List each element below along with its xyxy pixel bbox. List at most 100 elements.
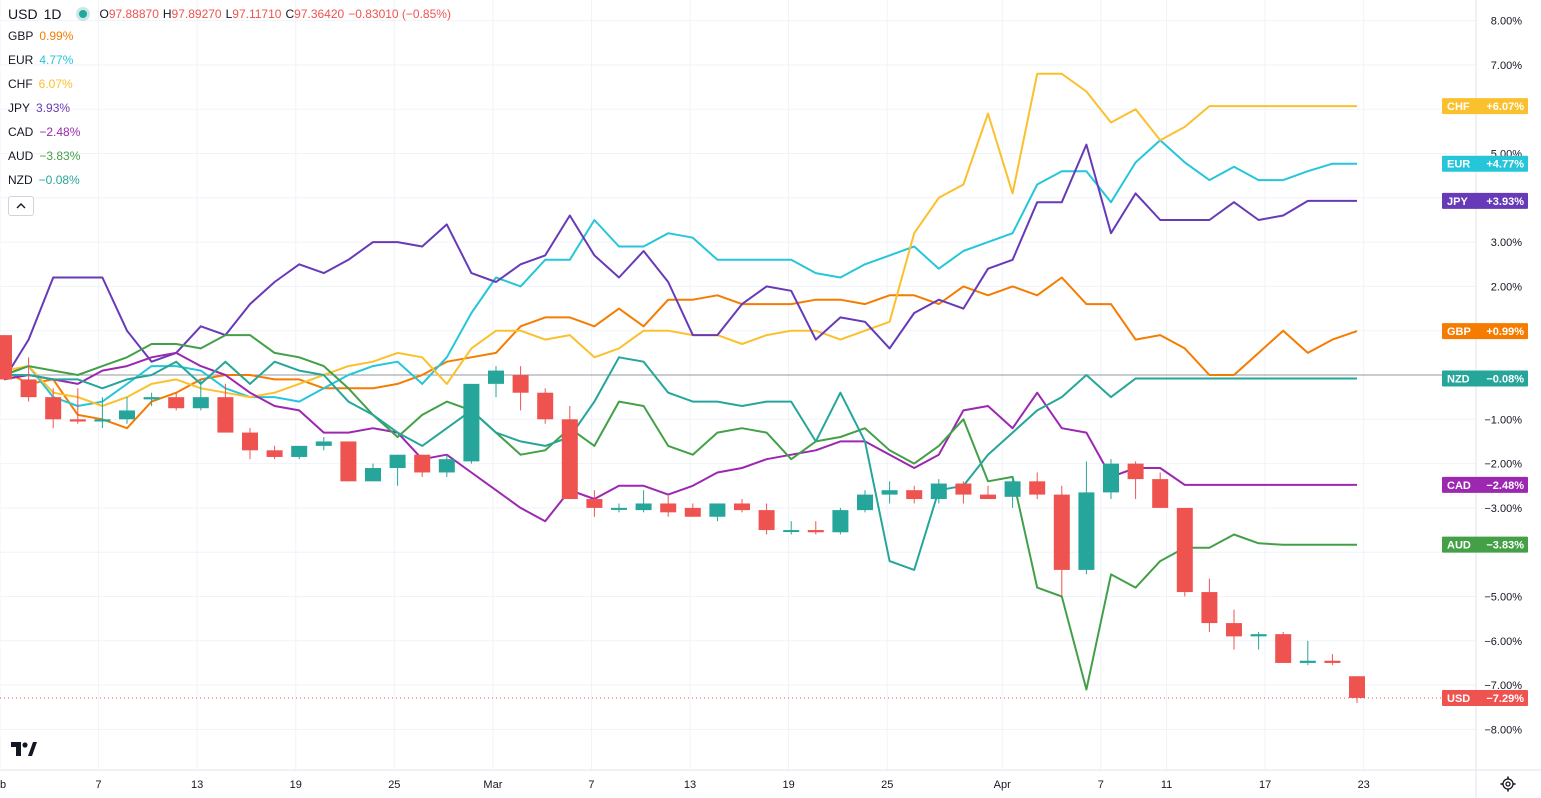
candle-body — [1053, 494, 1070, 570]
legend-item-chf[interactable]: CHF 6.07% — [8, 72, 455, 96]
candle-body — [0, 335, 12, 380]
x-tick-label: 7 — [96, 779, 102, 791]
y-tick-label: 8.00% — [1491, 16, 1522, 28]
legend-item-aud[interactable]: AUD −3.83% — [8, 144, 455, 168]
tag-background — [1442, 476, 1528, 493]
candle-body — [242, 432, 258, 451]
candle-body — [94, 419, 111, 422]
candle — [1349, 676, 1365, 703]
symbol-name[interactable]: USD — [8, 6, 38, 22]
time-axis[interactable]: eb 7 13 19 25 Mar 7 13 19 25 Apr 7 11 17 23 — [0, 779, 1370, 791]
tag-value: −7.29% — [1486, 693, 1524, 705]
tag-aud: AUD −3.83% — [1442, 536, 1528, 553]
candle — [45, 388, 62, 429]
tag-gbp: GBP +0.99% — [1442, 323, 1528, 340]
gear-icon[interactable] — [1500, 776, 1516, 792]
x-tick-label: 25 — [881, 779, 893, 791]
candle-body — [291, 445, 308, 457]
candle-body — [1152, 479, 1169, 508]
candle — [488, 366, 504, 398]
x-tick-label: 7 — [1098, 779, 1104, 791]
candle — [832, 507, 849, 535]
tag-symbol: NZD — [1447, 374, 1470, 386]
tag-eur: EUR +4.77% — [1442, 155, 1528, 172]
candle — [1004, 476, 1021, 508]
legend-symbol: CHF — [8, 77, 33, 91]
y-tick-label: 3.00% — [1491, 237, 1522, 249]
candle — [758, 503, 775, 535]
tag-jpy: JPY +3.93% — [1442, 192, 1528, 209]
ohlc-key: L — [225, 7, 233, 21]
tag-value: −3.83% — [1486, 540, 1524, 552]
candle-body — [217, 397, 234, 433]
candle-body — [1226, 623, 1242, 637]
tag-background — [1442, 536, 1528, 553]
legend-value: 3.93% — [36, 101, 71, 115]
x-tick-label: 7 — [588, 779, 594, 791]
y-tick-label: 2.00% — [1491, 281, 1522, 293]
tag-chf: CHF +6.07% — [1442, 98, 1528, 115]
candle-body — [438, 459, 455, 473]
candle — [537, 388, 554, 424]
tag-symbol: GBP — [1447, 326, 1471, 338]
candle-body — [1349, 676, 1365, 698]
tradingview-logo-icon[interactable] — [10, 738, 38, 760]
candle-body — [561, 419, 578, 500]
interval-label[interactable]: 1D — [43, 6, 62, 22]
candle-body — [69, 419, 86, 422]
candle — [1127, 461, 1144, 500]
legend-item-gbp[interactable]: GBP 0.99% — [8, 24, 455, 48]
candle-body — [143, 397, 160, 400]
candle — [1053, 485, 1070, 597]
candle-body — [1078, 492, 1095, 570]
candle — [242, 428, 258, 460]
legend-item-nzd[interactable]: NZD −0.08% — [8, 168, 455, 192]
legend-item-cad[interactable]: CAD −2.48% — [8, 120, 455, 144]
candle — [709, 503, 726, 522]
legend-item-eur[interactable]: EUR 4.77% — [8, 48, 455, 72]
tag-symbol: CAD — [1447, 480, 1471, 492]
candle — [168, 392, 185, 411]
candle — [980, 485, 996, 500]
candle — [807, 521, 824, 535]
tag-value: −2.48% — [1486, 480, 1524, 492]
candle — [69, 388, 86, 424]
candle-body — [611, 507, 627, 510]
candle — [340, 441, 357, 482]
legend-value: 0.99% — [39, 29, 74, 43]
y-tick-label: −8.00% — [1484, 724, 1522, 736]
candle-body — [1250, 634, 1267, 637]
candle-body — [340, 441, 357, 482]
candle-body — [1127, 463, 1144, 480]
legend-header[interactable]: USD 1D O97.88870 H97.89270 L97.11710 C97.36… — [8, 4, 455, 24]
x-tick-label: 23 — [1358, 779, 1370, 791]
candle — [586, 490, 603, 517]
legend-symbol: CAD — [8, 125, 34, 139]
candle-body — [365, 468, 381, 482]
candle — [119, 397, 135, 424]
candle — [906, 485, 923, 504]
candle — [955, 481, 972, 504]
candle — [1201, 578, 1218, 632]
collapse-legend-button[interactable] — [8, 196, 34, 216]
ohlc-value: 97.11710 — [232, 7, 282, 21]
legend-item-jpy[interactable]: JPY 3.93% — [8, 96, 455, 120]
x-tick-label: 17 — [1259, 779, 1271, 791]
candle — [512, 366, 529, 411]
legend-symbol: GBP — [8, 29, 34, 43]
candle — [94, 397, 111, 429]
tag-value: +6.07% — [1486, 101, 1524, 113]
candle — [217, 383, 234, 433]
candle-body — [1029, 481, 1046, 495]
candle — [1299, 640, 1316, 666]
legend-value: −0.08% — [38, 173, 80, 187]
tag-background — [1442, 370, 1528, 387]
legend-symbol: JPY — [8, 101, 31, 115]
tag-background — [1442, 192, 1528, 209]
ohlc-value: −0.83010 (−0.85%) — [348, 7, 451, 21]
candle — [1103, 459, 1119, 500]
candle — [857, 490, 873, 513]
tag-value: +3.93% — [1486, 196, 1524, 208]
